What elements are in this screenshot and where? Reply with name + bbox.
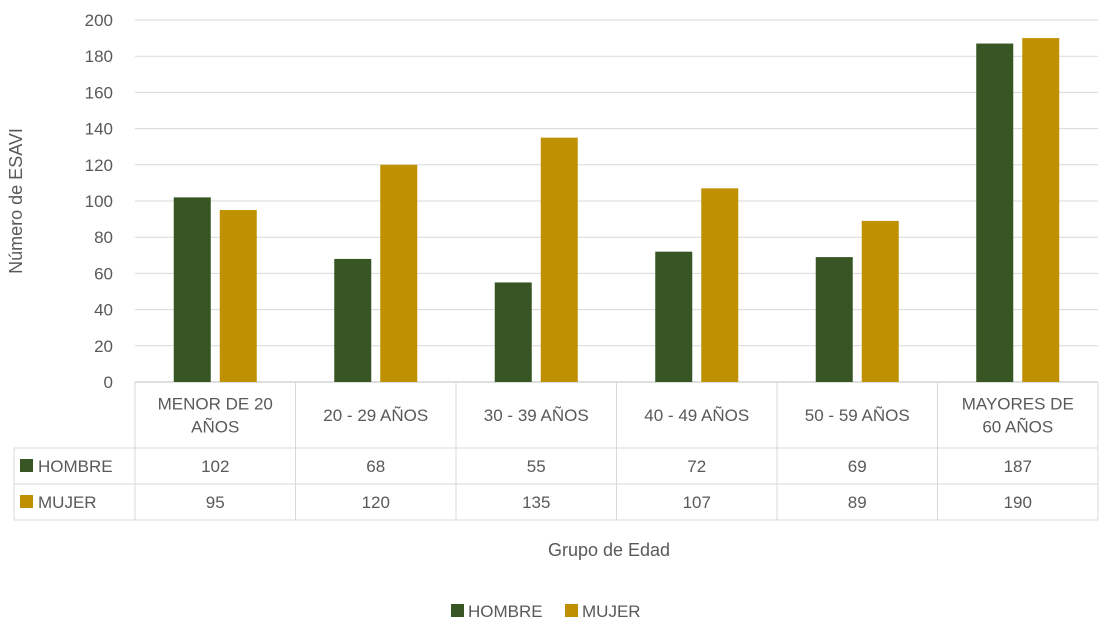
y-tick-label: 0 [104, 373, 113, 392]
gridlines [135, 19, 1098, 383]
y-tick-label: 80 [94, 228, 113, 247]
table-cell-value: 72 [687, 457, 706, 476]
table-key-swatch [20, 459, 33, 472]
y-axis-ticks: 0 20 40 60 80 100 120 140 160 180 200 [85, 11, 113, 392]
table-cell-value: 68 [366, 457, 385, 476]
bar-hombre [976, 43, 1014, 382]
bar-mujer [701, 188, 739, 382]
category-label: 60 AÑOS [982, 418, 1053, 437]
category-label: 30 - 39 AÑOS [484, 406, 589, 425]
y-tick-label: 140 [85, 120, 113, 139]
table-key-swatch [20, 495, 33, 508]
bar-hombre [494, 282, 532, 382]
legend-swatch [565, 604, 578, 617]
table-series-name: MUJER [38, 493, 97, 512]
table-cell-value: 190 [1004, 493, 1032, 512]
x-axis-title: Grupo de Edad [548, 540, 670, 560]
y-tick-label: 120 [85, 156, 113, 175]
table-cell-value: 107 [683, 493, 711, 512]
y-tick-label: 200 [85, 11, 113, 30]
y-tick-label: 40 [94, 301, 113, 320]
bar-mujer [380, 164, 418, 382]
legend-label: MUJER [582, 602, 641, 621]
y-tick-label: 160 [85, 83, 113, 102]
legend-label: HOMBRE [468, 602, 543, 621]
bar-hombre [173, 197, 211, 382]
table-cell-value: 55 [527, 457, 546, 476]
category-label: 40 - 49 AÑOS [644, 406, 749, 425]
bar-hombre [815, 257, 853, 382]
y-tick-label: 60 [94, 264, 113, 283]
category-label: MAYORES DE [962, 395, 1074, 414]
data-table: MENOR DE 20 AÑOS 20 - 29 AÑOS 30 - 39 AÑOS 4… [13, 382, 1099, 521]
table-cell-value: 120 [362, 493, 390, 512]
y-tick-label: 20 [94, 337, 113, 356]
bar-mujer [540, 137, 578, 382]
table-cell-value: 95 [206, 493, 225, 512]
bars [173, 38, 1060, 382]
table-cell-value: 89 [848, 493, 867, 512]
category-label: MENOR DE 20 [158, 395, 273, 414]
category-label: 20 - 29 AÑOS [323, 406, 428, 425]
table-cell-value: 187 [1004, 457, 1032, 476]
table-series-name: HOMBRE [38, 457, 113, 476]
table-cell-value: 135 [522, 493, 550, 512]
category-label: AÑOS [191, 418, 239, 437]
bar-mujer [219, 210, 257, 382]
legend-swatch [451, 604, 464, 617]
y-axis-title: Número de ESAVI [6, 128, 26, 274]
table-cell-value: 102 [201, 457, 229, 476]
bar-mujer [1022, 38, 1060, 382]
category-label: 50 - 59 AÑOS [805, 406, 910, 425]
y-tick-label: 180 [85, 47, 113, 66]
bar-hombre [655, 251, 693, 382]
bar-hombre [334, 258, 372, 382]
bar-mujer [861, 220, 899, 382]
y-tick-label: 100 [85, 192, 113, 211]
table-cell-value: 69 [848, 457, 867, 476]
legend: HOMBRE MUJER [451, 602, 641, 621]
